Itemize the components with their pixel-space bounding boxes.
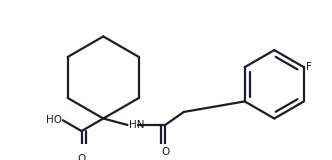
Text: HO: HO xyxy=(46,115,62,125)
Text: HN: HN xyxy=(129,120,144,130)
Text: O: O xyxy=(77,154,86,160)
Text: F: F xyxy=(306,62,311,72)
Text: O: O xyxy=(161,147,169,157)
